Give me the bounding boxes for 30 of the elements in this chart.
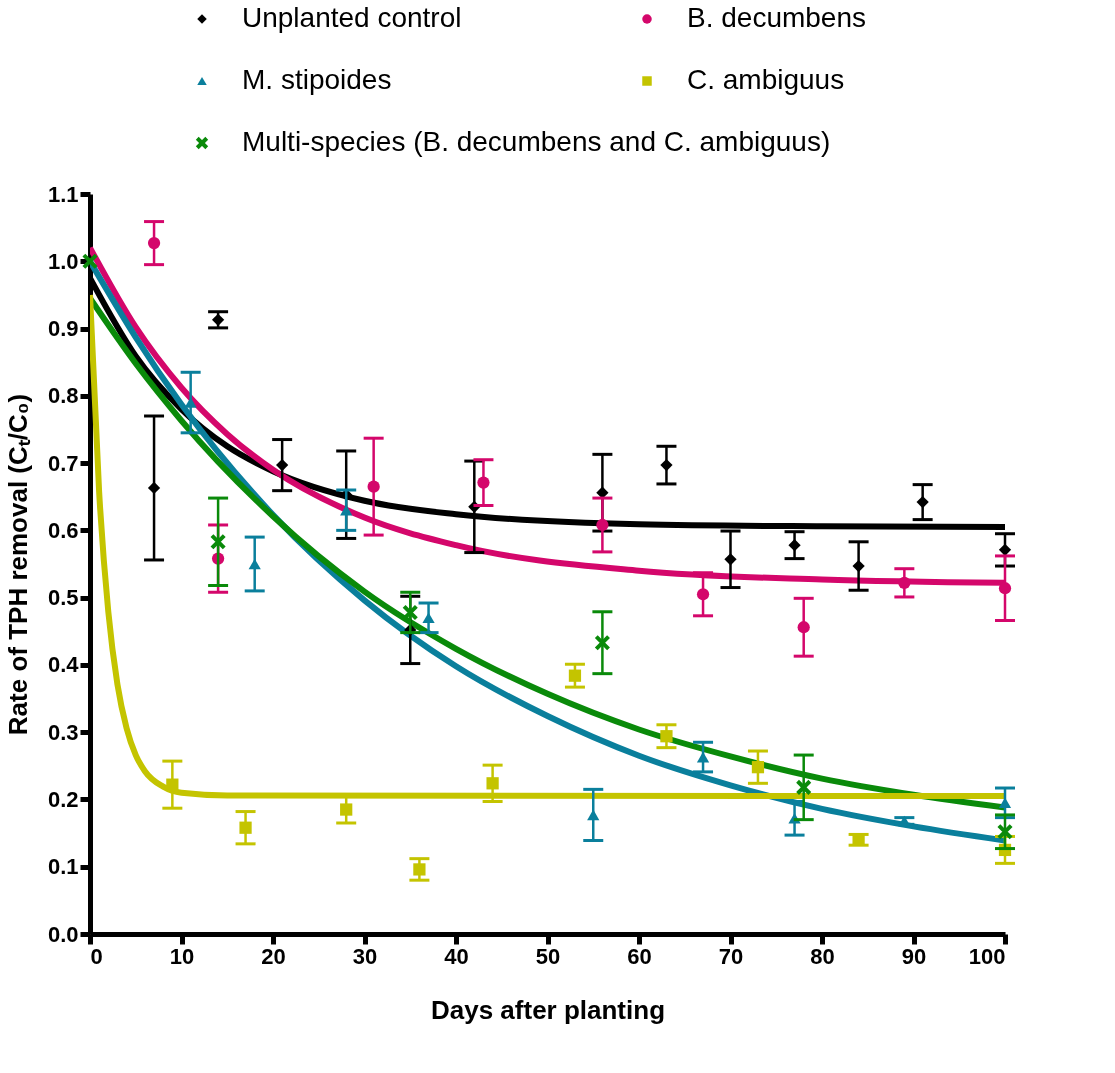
legend-label: B. decumbens (687, 2, 866, 33)
x-tick-label: 30 (352, 943, 378, 969)
x-tick-label: 80 (810, 943, 835, 969)
y-tick-label: 0.2 (47, 786, 79, 812)
y-tick-label: 0.0 (47, 921, 79, 947)
x-axis-title: Days after planting (430, 994, 666, 1025)
legend-label: Multi-species (B. decumbens and C. ambiguus) (242, 126, 831, 157)
y-axis-title: Rate of TPH removal (Cₜ/C₀) (2, 393, 33, 736)
legend-label: M. stipoides (242, 64, 392, 95)
x-tick-label: 100 (968, 943, 1006, 969)
x-tick-label: 90 (901, 943, 927, 969)
legend-label: C. ambiguus (687, 64, 845, 95)
x-tick-label: 60 (627, 943, 652, 969)
x-tick-label: 40 (444, 943, 469, 969)
y-tick-label: 0.5 (47, 585, 79, 611)
y-tick-label: 0.3 (47, 719, 79, 745)
y-tick-label: 0.7 (47, 450, 79, 476)
y-tick-label: 0.1 (47, 854, 79, 880)
y-tick-label: 0.4 (47, 652, 80, 678)
y-tick-label: 0.6 (47, 517, 79, 543)
y-tick-label: 1.0 (47, 248, 79, 274)
x-tick-label: 20 (261, 943, 286, 969)
y-tick-label: 1.1 (47, 181, 79, 207)
legend-label: Unplanted control (242, 2, 462, 33)
x-tick-label: 0 (90, 943, 103, 969)
y-tick-label: 0.8 (47, 383, 79, 409)
x-tick-label: 10 (169, 943, 195, 969)
x-tick-label: 70 (718, 943, 744, 969)
x-tick-label: 50 (535, 943, 561, 969)
y-tick-label: 0.9 (47, 316, 79, 342)
